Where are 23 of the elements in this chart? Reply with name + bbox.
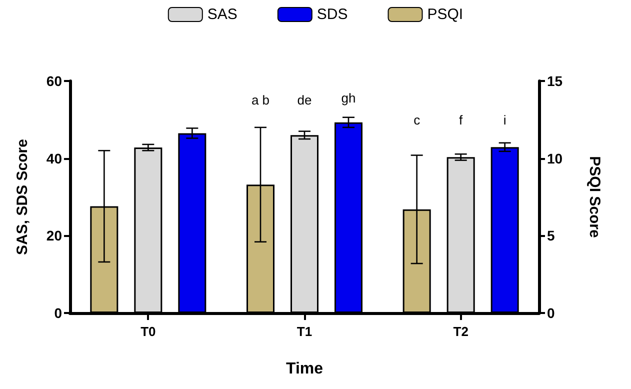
x-axis-title: Time [286, 360, 324, 378]
y2-tick-label: 15 [547, 73, 563, 89]
y-tick-label: 40 [46, 150, 62, 166]
y-tick-label: 0 [54, 305, 62, 321]
annotation: i [503, 112, 506, 128]
x-tick-label: T0 [140, 324, 156, 339]
y-axis-title: SAS, SDS Score [14, 139, 31, 255]
y2-tick-label: 5 [547, 228, 555, 244]
y-tick-label: 60 [46, 73, 62, 89]
y2-axis-title: PSQI Score [586, 156, 603, 238]
y-tick-label: 20 [46, 228, 62, 244]
y2-tick-label: 0 [547, 305, 555, 321]
x-tick-label: T1 [296, 324, 312, 339]
y2-tick-label: 10 [547, 150, 563, 166]
annotation: gh [341, 90, 356, 106]
annotation: de [297, 92, 312, 108]
annotation: a b [251, 92, 270, 108]
x-tick-label: T2 [453, 324, 468, 339]
annotation: c [414, 112, 421, 128]
legend-label: SAS [207, 6, 238, 23]
legend-label: PSQI [427, 6, 464, 23]
legend-label: SDS [316, 6, 348, 23]
annotation: f [459, 112, 464, 128]
